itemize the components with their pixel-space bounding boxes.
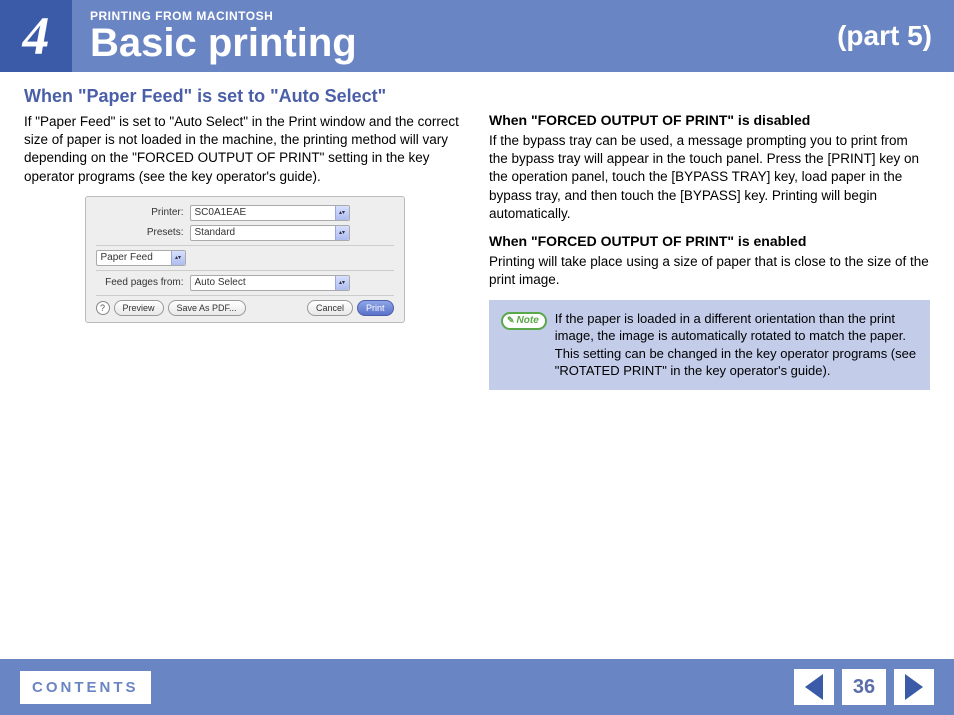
content-area: When "Paper Feed" is set to "Auto Select…: [0, 72, 954, 390]
print-dialog: Printer: SC0A1EAE ▴▾ Presets: Standard ▴…: [85, 196, 405, 323]
presets-value: Standard: [195, 227, 236, 238]
section-heading: When "Paper Feed" is set to "Auto Select…: [24, 86, 465, 107]
printer-select[interactable]: SC0A1EAE ▴▾: [190, 205, 350, 221]
page-header: 4 PRINTING FROM MACINTOSH Basic printing…: [0, 0, 954, 72]
note-box: ✎ Note If the paper is loaded in a diffe…: [489, 300, 930, 390]
help-icon[interactable]: ?: [96, 301, 110, 315]
note-badge: ✎ Note: [501, 312, 547, 330]
left-column: When "Paper Feed" is set to "Auto Select…: [24, 86, 465, 390]
save-pdf-button[interactable]: Save As PDF...: [168, 300, 246, 316]
part-label: (part 5): [837, 20, 954, 52]
section-row: Paper Feed ▴▾: [96, 250, 394, 266]
note-text: If the paper is loaded in a different or…: [555, 310, 918, 380]
divider: [96, 270, 394, 271]
dialog-buttons: ? Preview Save As PDF... Cancel Print: [96, 300, 394, 316]
contents-button[interactable]: CONTENTS: [20, 671, 151, 704]
section-value: Paper Feed: [101, 252, 153, 263]
disabled-heading: When "FORCED OUTPUT OF PRINT" is disable…: [489, 112, 930, 128]
dropdown-stepper-icon: ▴▾: [335, 226, 349, 240]
printer-value: SC0A1EAE: [195, 207, 247, 218]
dropdown-stepper-icon: ▴▾: [335, 276, 349, 290]
feed-row: Feed pages from: Auto Select ▴▾: [96, 275, 394, 291]
divider: [96, 295, 394, 296]
chapter-number: 4: [23, 5, 50, 67]
header-titles: PRINTING FROM MACINTOSH Basic printing: [72, 9, 837, 63]
dropdown-stepper-icon: ▴▾: [171, 251, 185, 265]
page-title: Basic printing: [90, 23, 837, 63]
feed-label: Feed pages from:: [96, 277, 190, 288]
printer-row: Printer: SC0A1EAE ▴▾: [96, 205, 394, 221]
cancel-button[interactable]: Cancel: [307, 300, 353, 316]
print-button[interactable]: Print: [357, 300, 394, 316]
prev-page-button[interactable]: [794, 669, 834, 705]
enabled-heading: When "FORCED OUTPUT OF PRINT" is enabled: [489, 233, 930, 249]
page-number: 36: [842, 669, 886, 705]
preview-button[interactable]: Preview: [114, 300, 164, 316]
note-label: Note: [517, 315, 539, 326]
printer-label: Printer:: [96, 207, 190, 218]
enabled-body: Printing will take place using a size of…: [489, 253, 930, 289]
presets-select[interactable]: Standard ▴▾: [190, 225, 350, 241]
feed-select[interactable]: Auto Select ▴▾: [190, 275, 350, 291]
presets-label: Presets:: [96, 227, 190, 238]
section-select[interactable]: Paper Feed ▴▾: [96, 250, 186, 266]
presets-row: Presets: Standard ▴▾: [96, 225, 394, 241]
feed-value: Auto Select: [195, 277, 246, 288]
next-page-button[interactable]: [894, 669, 934, 705]
disabled-body: If the bypass tray can be used, a messag…: [489, 132, 930, 223]
divider: [96, 245, 394, 246]
arrow-right-icon: [905, 674, 923, 700]
intro-paragraph: If "Paper Feed" is set to "Auto Select" …: [24, 113, 465, 186]
pencil-icon: ✎: [507, 315, 515, 326]
dropdown-stepper-icon: ▴▾: [335, 206, 349, 220]
arrow-left-icon: [805, 674, 823, 700]
right-column: When "FORCED OUTPUT OF PRINT" is disable…: [489, 86, 930, 390]
chapter-number-box: 4: [0, 0, 72, 72]
page-footer: CONTENTS 36: [0, 659, 954, 715]
